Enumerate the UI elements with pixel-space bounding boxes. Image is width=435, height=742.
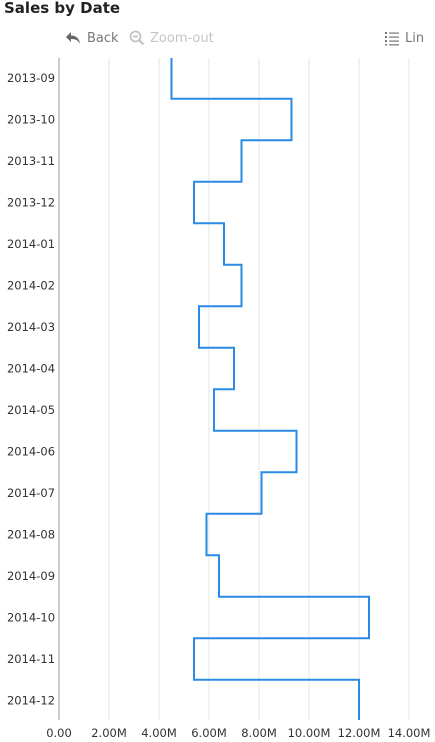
x-tick-label: 2.00M [91, 726, 127, 740]
chart-toolbar: Back Zoom-out Lin [0, 30, 435, 52]
y-tick-label: 2014-10 [7, 611, 55, 625]
x-tick-label: 10.00M [288, 726, 331, 740]
sales-series-line [170, 58, 370, 720]
list-icon [385, 32, 399, 46]
y-axis-labels: 2013-09 2013-10 2013-11 2013-12 2014-01 2014-… [7, 71, 55, 708]
y-tick-label: 2014-03 [7, 320, 55, 334]
y-tick-label: 2014-12 [7, 694, 55, 708]
y-tick-label: 2014-02 [7, 279, 55, 293]
x-tick-label: 4.00M [141, 726, 177, 740]
scale-label: Lin [405, 30, 425, 46]
scale-toggle-button[interactable]: Lin [384, 30, 424, 46]
x-tick-label: 12.00M [338, 726, 381, 740]
y-tick-label: 2014-07 [7, 486, 55, 500]
y-tick-label: 2014-04 [7, 362, 55, 376]
y-tick-label: 2014-06 [7, 445, 55, 459]
zoom-out-button[interactable]: Zoom-out [129, 30, 214, 46]
y-tick-label: 2013-09 [7, 71, 55, 85]
y-tick-label: 2013-10 [7, 113, 55, 127]
x-tick-label: 8.00M [241, 726, 277, 740]
zoom-out-label: Zoom-out [150, 30, 214, 46]
y-tick-label: 2013-11 [7, 154, 55, 168]
y-tick-label: 2014-01 [7, 237, 55, 251]
grid-lines [108, 58, 410, 720]
y-tick-label: 2014-09 [7, 569, 55, 583]
zoom-out-icon [129, 30, 145, 46]
y-tick-label: 2014-08 [7, 528, 55, 542]
x-tick-label: 0.00 [46, 726, 72, 740]
y-tick-label: 2013-12 [7, 196, 55, 210]
y-tick-label: 2014-11 [7, 652, 55, 666]
back-label: Back [87, 30, 119, 46]
back-arrow-icon [66, 32, 80, 44]
x-tick-label: 6.00M [191, 726, 227, 740]
y-tick-label: 2014-05 [7, 403, 55, 417]
x-axis-labels: 0.00 2.00M 4.00M 6.00M 8.00M 10.00M 12.00M 14.0… [46, 726, 430, 740]
back-button[interactable]: Back [64, 30, 119, 46]
x-tick-label: 14.00M [388, 726, 431, 740]
chart-title: Sales by Date [4, 0, 121, 17]
